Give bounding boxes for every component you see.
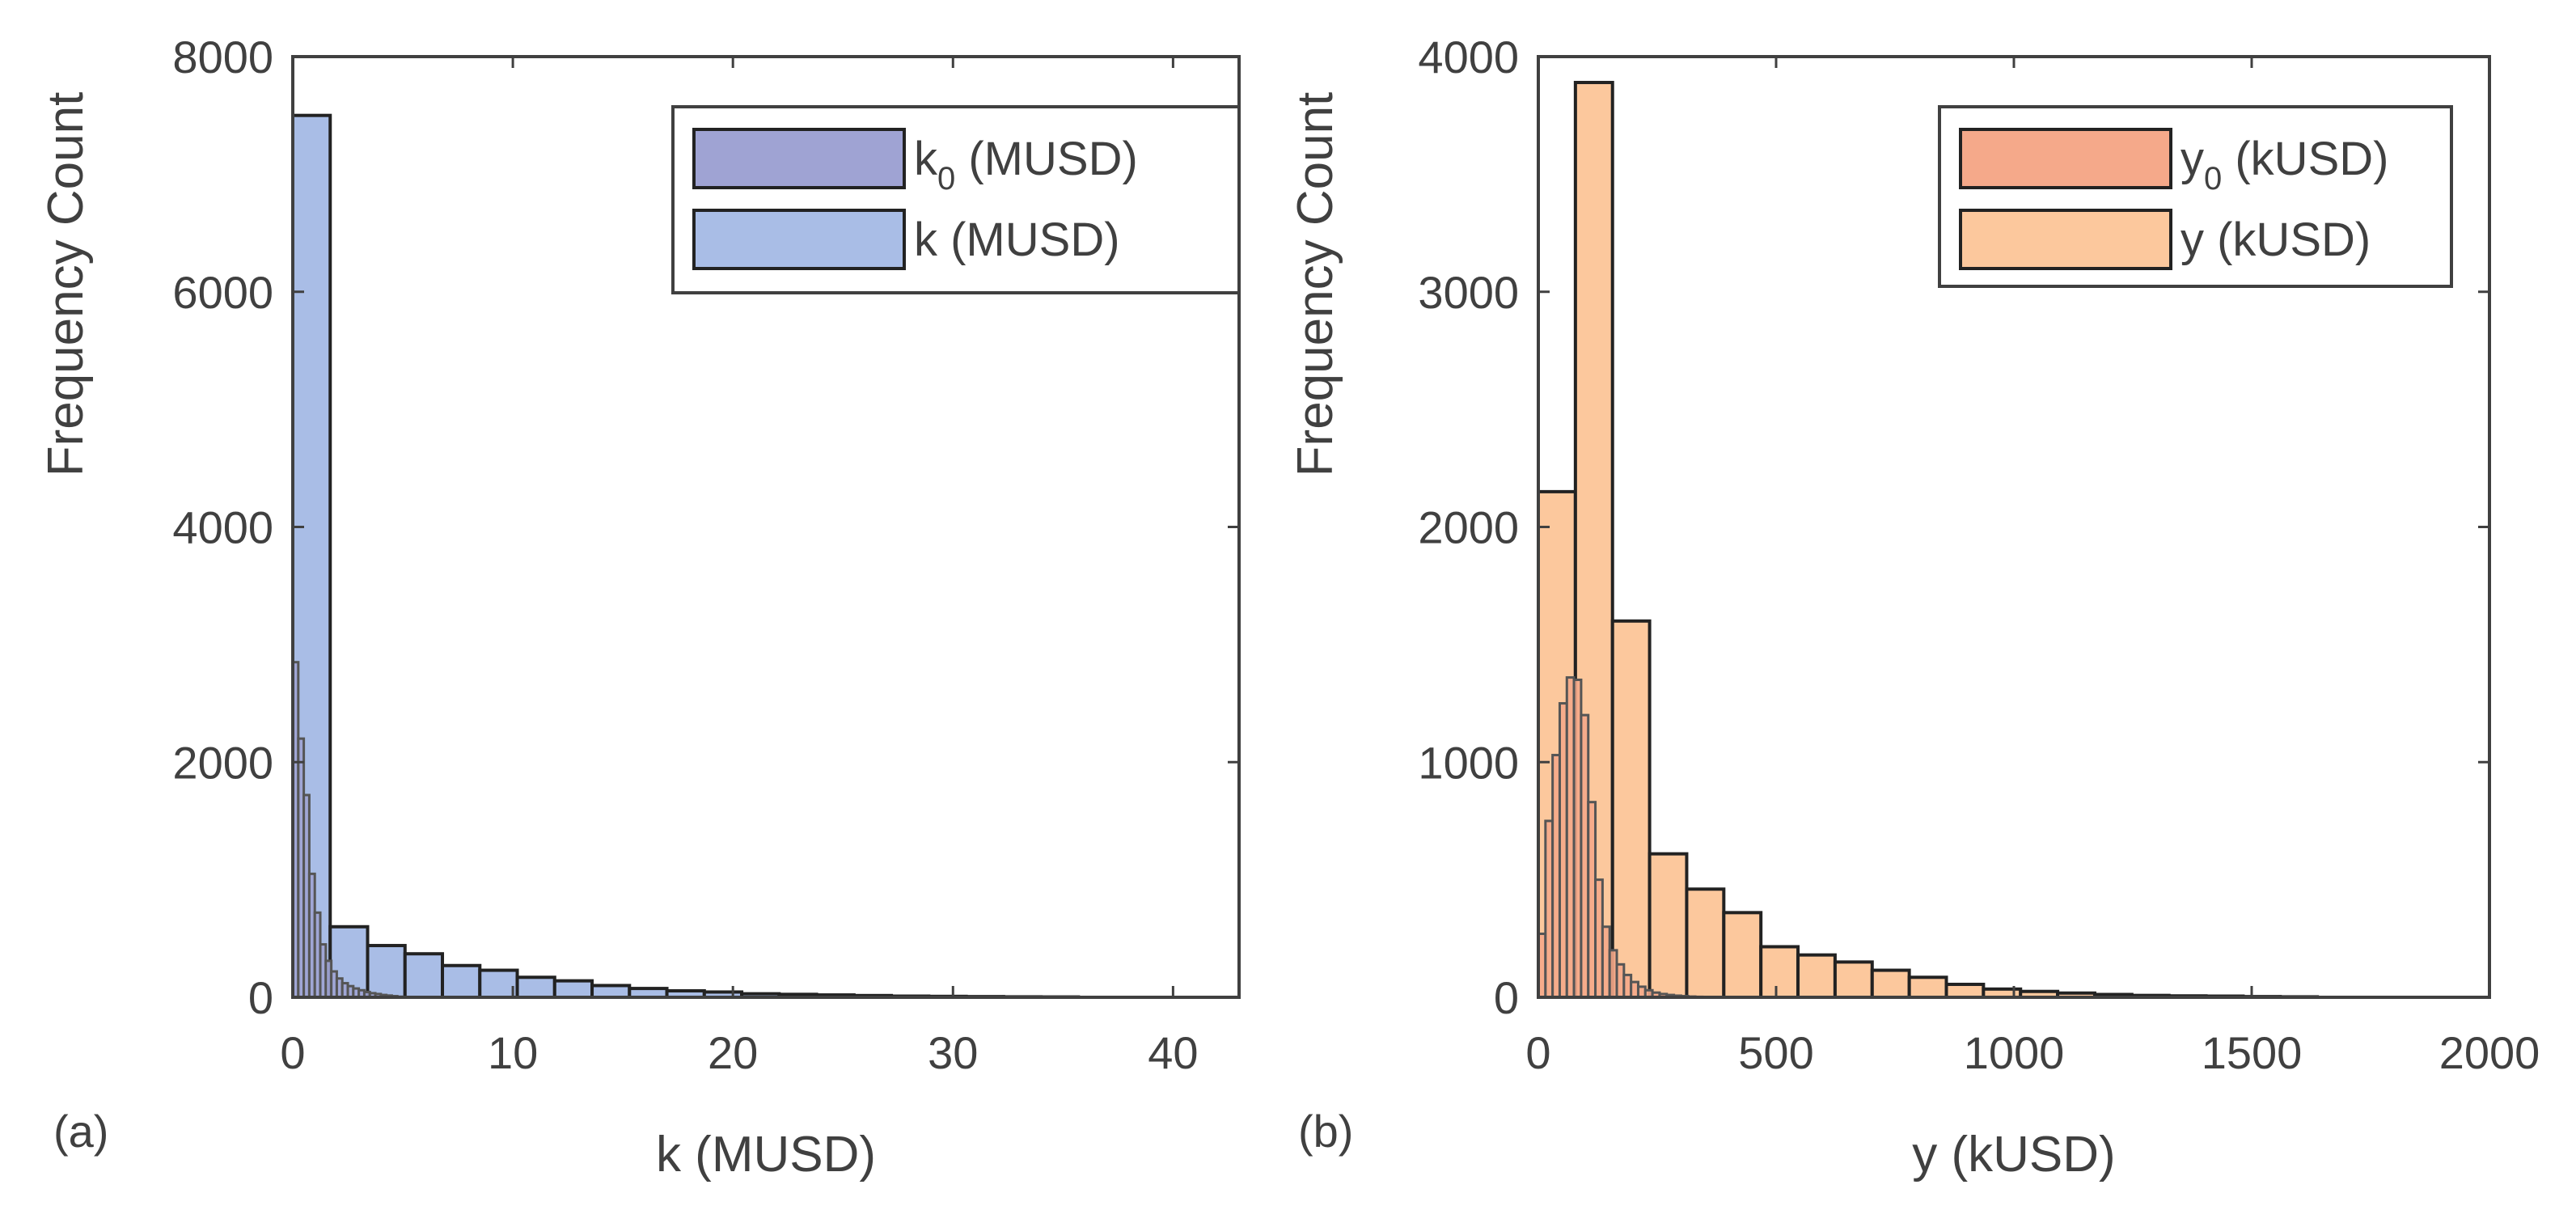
legend-swatch (1959, 209, 2172, 270)
histogram-bar (1648, 852, 1689, 999)
legend-item: y0 (kUSD) (1959, 128, 2388, 197)
x-tick-label: 20 (708, 1027, 758, 1078)
x-tick-label: 1500 (2202, 1027, 2303, 1078)
histogram-bar (552, 979, 594, 999)
x-tick-label: 0 (280, 1027, 305, 1078)
x-axis-label: k (MUSD) (656, 1127, 876, 1183)
x-tick-label: 30 (928, 1027, 978, 1078)
legend-label: k0 (MUSD) (914, 133, 1138, 197)
y-tick-label: 6000 (172, 267, 273, 318)
y-tick-label: 1000 (1418, 737, 1519, 788)
legend-label-rest: (MUSD) (955, 133, 1138, 185)
legend: y0 (kUSD)y (kUSD) (1938, 105, 2453, 288)
legend-label-main: y (2181, 214, 2204, 266)
legend: k0 (MUSD)k (MUSD) (671, 105, 1241, 294)
legend-label: y0 (kUSD) (2181, 133, 2388, 197)
series-initial (1537, 676, 1711, 999)
histogram-bar (590, 984, 632, 1000)
histogram-bar (1759, 945, 1800, 1000)
x-tick-label: 10 (488, 1027, 538, 1078)
legend-swatch (692, 128, 906, 189)
legend-label-rest: (kUSD) (2204, 214, 2371, 266)
histogram-bar (1944, 983, 1986, 1000)
y-tick-label: 8000 (172, 32, 273, 83)
legend-label-sub: 0 (937, 161, 955, 197)
series-final (291, 113, 1081, 1000)
y-tick-label: 3000 (1418, 267, 1519, 318)
histogram-bar (515, 975, 556, 1000)
y-tick-label: 0 (1494, 972, 1519, 1023)
legend-label-main: k (914, 214, 938, 266)
panel-letter: (b) (1298, 1106, 1353, 1157)
legend-label: k (MUSD) (914, 214, 1120, 266)
x-axis-label: y (kUSD) (1912, 1127, 2115, 1183)
histogram-bar (1907, 975, 1948, 1000)
x-tick-label: 40 (1148, 1027, 1198, 1078)
panel-letter: (a) (53, 1106, 108, 1157)
histogram-bar (1685, 887, 1726, 999)
x-tick-label: 2000 (2439, 1027, 2540, 1078)
histogram-bar (1870, 968, 1911, 999)
histogram-bar (441, 963, 482, 1000)
legend-label-rest: (kUSD) (2222, 133, 2388, 185)
legend-label-rest: (MUSD) (937, 214, 1120, 266)
legend-label-main: y (2181, 133, 2204, 185)
panel-b: 0 500 1000 1500 2000 0 1000 2000 3000 4000 y (kUSD… (1288, 32, 2540, 1183)
y-axis-label: Frequency Count (1288, 92, 1343, 477)
y-tick-label: 2000 (1418, 502, 1519, 553)
legend-item: y (kUSD) (1959, 209, 2371, 270)
histogram-bar (1833, 960, 1874, 999)
legend-swatch (1959, 128, 2172, 189)
legend-item: k0 (MUSD) (692, 128, 1138, 197)
legend-swatch (692, 209, 906, 270)
legend-label-sub: 0 (2204, 161, 2222, 197)
legend-label-main: k (914, 133, 938, 185)
histogram-bar (366, 944, 407, 1000)
y-tick-label: 4000 (1418, 32, 1519, 83)
y-tick-label: 0 (248, 972, 273, 1023)
x-tick-label: 0 (1525, 1027, 1550, 1078)
histogram-bar (1722, 911, 1763, 999)
histogram-bar (1796, 953, 1837, 1000)
y-tick-label: 2000 (172, 737, 273, 788)
legend-label: y (kUSD) (2181, 214, 2371, 266)
y-tick-label: 4000 (172, 502, 273, 553)
histogram-bar (1610, 619, 1652, 999)
panel-a: 0 10 20 30 40 0 2000 4000 6000 8000 k (MUSD) Freque… (38, 32, 1241, 1183)
legend-item: k (MUSD) (692, 209, 1120, 270)
x-tick-label: 500 (1738, 1027, 1813, 1078)
y-axis-label: Frequency Count (38, 92, 94, 477)
histogram-bar (403, 952, 445, 1000)
x-tick-label: 1000 (1964, 1027, 2065, 1078)
